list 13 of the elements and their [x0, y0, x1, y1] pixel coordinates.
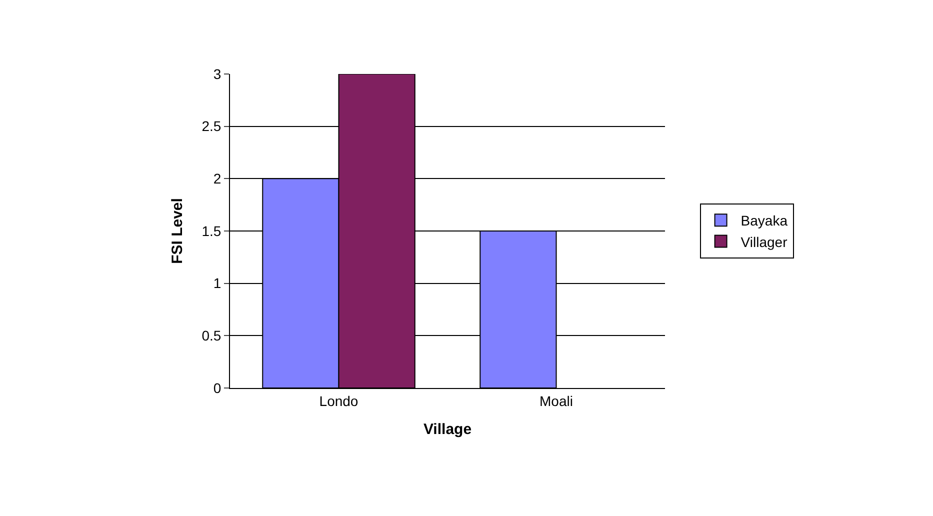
- x-axis-title: Village: [423, 420, 472, 438]
- y-tick-label: 1: [213, 275, 222, 292]
- legend-label: Bayaka: [740, 212, 788, 229]
- legend-label: Villager: [740, 234, 788, 250]
- y-tick-label: 0: [213, 380, 222, 396]
- y-tick-label: 2.5: [202, 118, 222, 134]
- x-tick-label: Londo: [319, 392, 358, 409]
- x-tick-label: Moali: [540, 392, 573, 409]
- y-tick-label: 0.5: [202, 328, 222, 344]
- y-tick-label: 2: [213, 170, 222, 187]
- y-tick-label: 3: [213, 66, 222, 82]
- y-axis-title: FSI Level: [168, 198, 186, 264]
- y-tick-label: 1.5: [202, 222, 222, 239]
